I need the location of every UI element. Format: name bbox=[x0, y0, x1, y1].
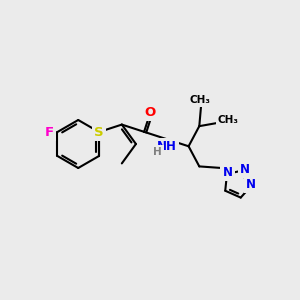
Text: O: O bbox=[145, 106, 156, 119]
Text: CH₃: CH₃ bbox=[218, 115, 239, 125]
Text: CH₃: CH₃ bbox=[190, 95, 211, 105]
Text: N: N bbox=[246, 178, 256, 191]
Text: S: S bbox=[94, 125, 104, 139]
Text: N: N bbox=[240, 163, 250, 176]
Text: NH: NH bbox=[157, 140, 177, 153]
Text: N: N bbox=[223, 166, 232, 178]
Text: F: F bbox=[44, 125, 54, 139]
Text: H: H bbox=[153, 147, 162, 157]
